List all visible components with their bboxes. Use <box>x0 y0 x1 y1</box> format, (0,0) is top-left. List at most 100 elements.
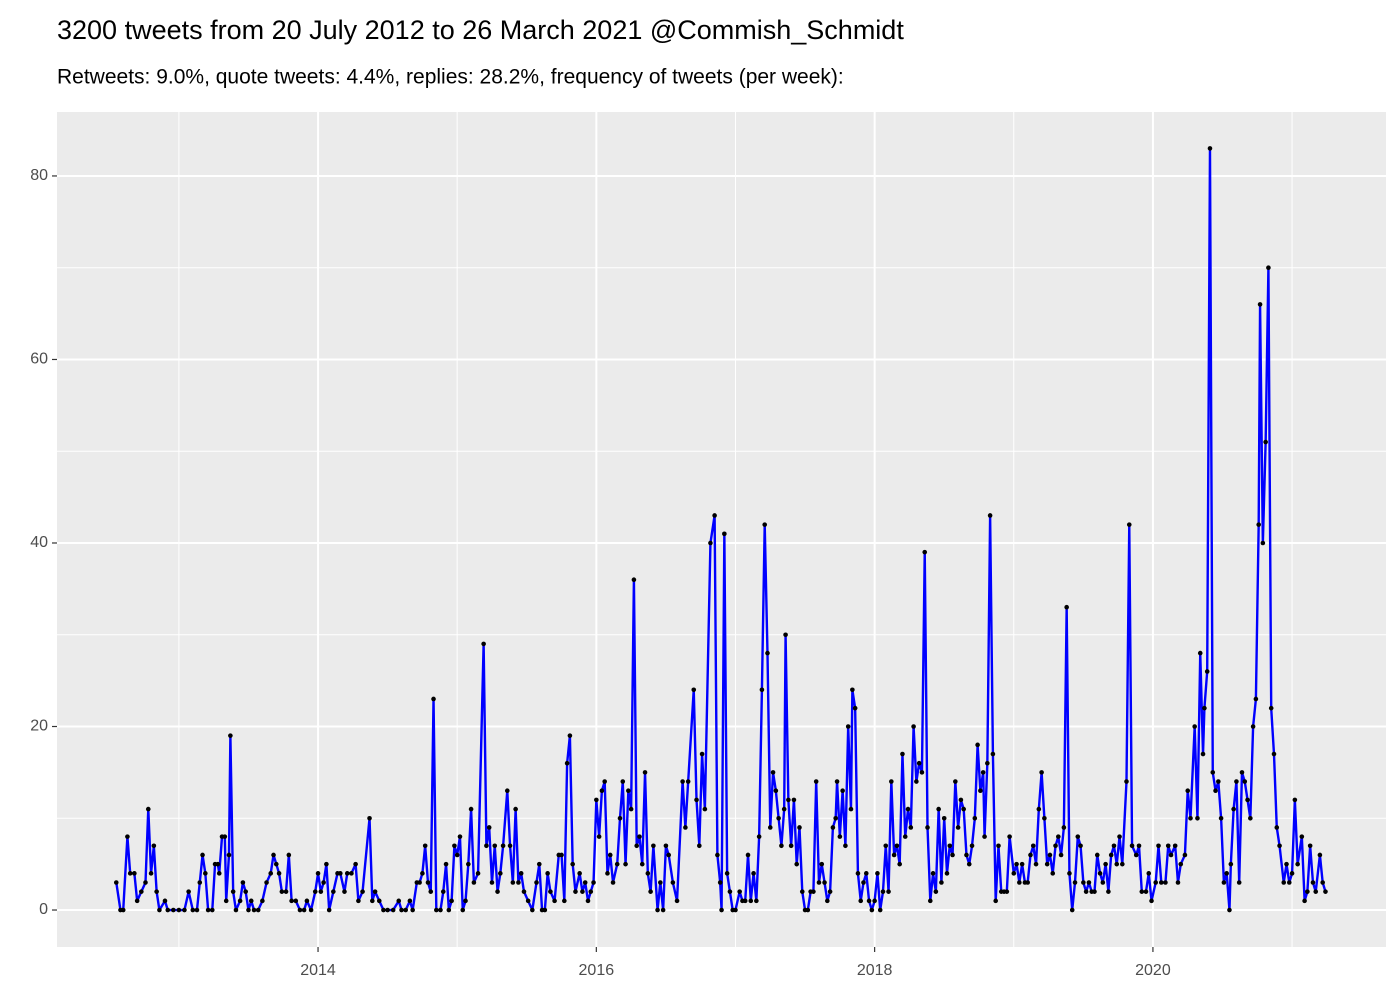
data-point <box>564 760 570 766</box>
data-point <box>742 898 748 904</box>
data-point <box>273 861 279 867</box>
data-point <box>708 540 713 546</box>
data-point <box>243 889 248 894</box>
data-point <box>869 907 875 913</box>
data-point <box>407 898 413 904</box>
data-point <box>289 898 294 904</box>
data-point <box>1030 843 1036 849</box>
data-point <box>941 815 947 821</box>
data-point <box>271 852 276 858</box>
data-point <box>125 834 130 839</box>
data-point <box>837 834 843 839</box>
data-point <box>1086 880 1092 885</box>
data-point <box>783 632 788 638</box>
data-point <box>1227 907 1232 913</box>
data-point <box>1172 843 1178 849</box>
data-point <box>326 907 332 913</box>
data-point <box>353 861 358 867</box>
data-point <box>691 687 697 693</box>
data-point <box>1094 852 1100 858</box>
data-point <box>308 907 314 913</box>
data-point <box>143 880 148 885</box>
data-point <box>964 852 969 858</box>
data-point <box>251 907 257 913</box>
data-point <box>552 898 557 904</box>
data-point <box>648 889 653 894</box>
data-point <box>344 871 350 876</box>
data-point <box>223 898 229 904</box>
data-point <box>431 696 436 702</box>
data-point <box>685 779 691 784</box>
chart-subtitle: Retweets: 9.0%, quote tweets: 4.4%, repl… <box>57 66 844 89</box>
data-point <box>246 907 251 913</box>
data-point <box>1100 880 1106 885</box>
data-point <box>894 843 900 849</box>
data-point <box>428 889 434 894</box>
data-point <box>120 907 126 913</box>
data-point <box>978 788 983 794</box>
data-point <box>858 898 864 904</box>
data-point <box>139 889 144 894</box>
data-point <box>457 834 463 839</box>
data-point <box>370 898 375 904</box>
data-point <box>1178 861 1184 867</box>
data-point <box>276 871 282 876</box>
data-point <box>645 871 651 876</box>
data-point <box>151 843 157 849</box>
data-point <box>813 779 819 784</box>
data-point <box>947 843 953 849</box>
data-point <box>376 898 382 904</box>
data-point <box>788 843 794 849</box>
data-point <box>745 852 751 858</box>
data-point <box>610 880 616 885</box>
y-tick-label: 60 <box>30 351 48 368</box>
data-point <box>939 880 944 885</box>
data-point <box>1156 843 1161 849</box>
data-point <box>1114 861 1120 867</box>
data-point <box>1310 880 1316 885</box>
data-point <box>1146 871 1152 876</box>
data-point <box>157 907 162 913</box>
data-point <box>683 825 688 830</box>
data-point <box>950 852 955 858</box>
data-point <box>349 871 354 876</box>
data-point <box>534 880 539 885</box>
data-point <box>521 889 527 894</box>
data-point <box>372 889 378 894</box>
data-point <box>722 531 727 537</box>
y-tick-label: 0 <box>39 901 48 918</box>
data-point <box>591 880 596 885</box>
data-point <box>216 871 222 876</box>
data-point <box>1228 861 1234 867</box>
data-point <box>200 852 205 858</box>
data-point <box>454 852 460 858</box>
data-point <box>215 861 221 867</box>
data-point <box>1239 770 1245 775</box>
data-point <box>1260 540 1266 546</box>
data-point <box>1317 852 1323 858</box>
data-point <box>233 907 239 913</box>
data-point <box>580 889 585 894</box>
data-point <box>486 825 492 830</box>
data-point <box>819 861 825 867</box>
data-point <box>573 889 578 894</box>
data-point <box>770 770 776 775</box>
data-point <box>1120 861 1125 867</box>
data-point <box>237 898 243 904</box>
data-point <box>694 797 699 803</box>
data-point <box>765 650 770 656</box>
data-point <box>845 724 851 729</box>
data-point <box>1111 843 1117 849</box>
data-point <box>1058 852 1064 858</box>
data-point <box>268 871 274 876</box>
data-point <box>134 898 140 904</box>
data-point <box>162 898 168 904</box>
data-point <box>900 751 905 757</box>
data-point <box>936 806 941 812</box>
data-point <box>1268 705 1274 711</box>
data-point <box>891 852 897 858</box>
data-point <box>958 797 964 803</box>
data-point <box>446 907 452 913</box>
data-point <box>773 788 779 794</box>
data-point <box>933 889 939 894</box>
